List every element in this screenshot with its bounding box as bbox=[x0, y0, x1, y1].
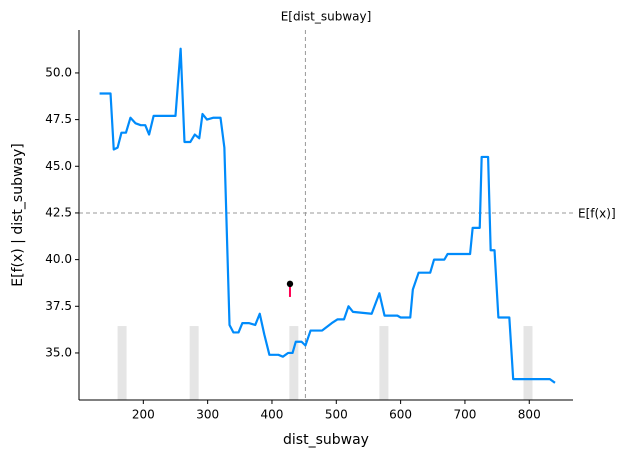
y-tick-label: 40.0 bbox=[45, 252, 72, 266]
x-tick-label: 300 bbox=[196, 408, 219, 422]
x-tick-label: 700 bbox=[453, 408, 476, 422]
line bbox=[99, 47, 556, 384]
y-tick-label: 42.5 bbox=[45, 205, 72, 219]
x-tick-label: 800 bbox=[518, 408, 541, 422]
point bbox=[286, 280, 294, 288]
reference-label: E[f(x)] bbox=[578, 206, 616, 220]
chart-title: E[dist_subway] bbox=[281, 10, 372, 24]
y-tick-label: 50.0 bbox=[45, 65, 72, 79]
histogram-bar bbox=[189, 326, 199, 400]
histogram-bar bbox=[379, 326, 389, 400]
y-tick-label: 37.5 bbox=[45, 299, 72, 313]
y-tick-label: 45.0 bbox=[45, 159, 72, 173]
x-tick-label: 500 bbox=[325, 408, 348, 422]
x-tick-label: 400 bbox=[261, 408, 284, 422]
y-tick-label: 47.5 bbox=[45, 112, 72, 126]
x-tick-label: 600 bbox=[389, 408, 412, 422]
histogram-bar bbox=[117, 326, 127, 400]
histogram-bar bbox=[523, 326, 533, 400]
y-axis-label: E[f(x) | dist_subway] bbox=[10, 143, 26, 286]
x-tick-label: 200 bbox=[132, 408, 155, 422]
y-tick-label: 35.0 bbox=[45, 345, 72, 359]
x-axis-label: dist_subway bbox=[283, 432, 369, 448]
histogram-bar bbox=[289, 326, 299, 400]
